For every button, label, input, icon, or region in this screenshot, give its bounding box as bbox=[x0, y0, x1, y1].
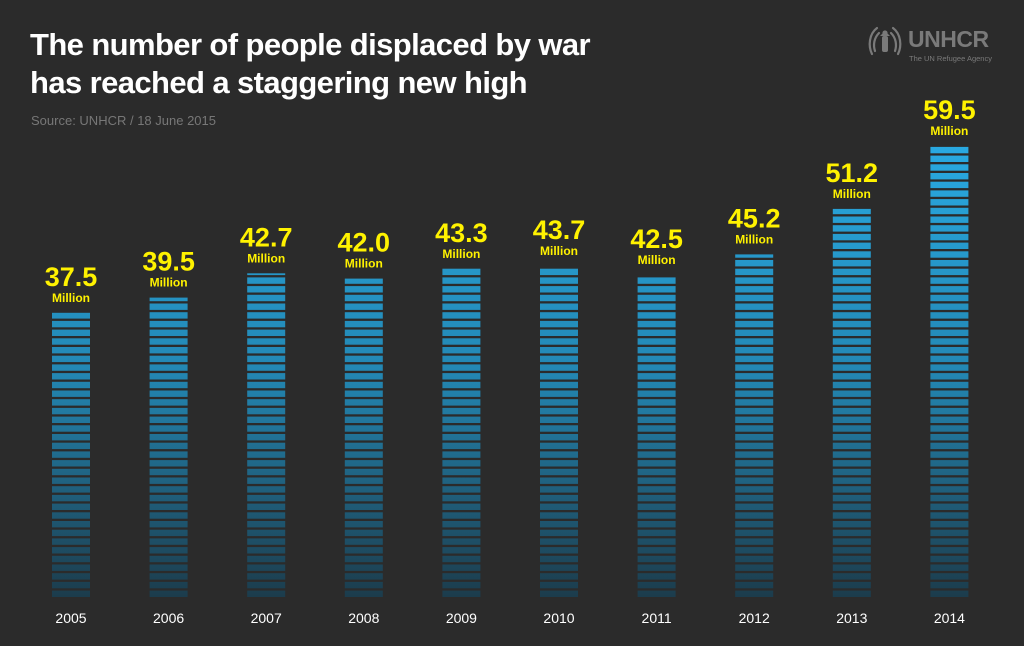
bar-2012 bbox=[735, 254, 774, 597]
unhcr-logo: UNHCR The UN Refugee Agency bbox=[866, 24, 1016, 64]
bar-2013 bbox=[832, 208, 871, 597]
x-tick-2011: 2011 bbox=[642, 610, 672, 626]
x-tick-2009: 2009 bbox=[446, 610, 477, 626]
x-tick-2007: 2007 bbox=[251, 610, 282, 626]
unit-label-2014: Million bbox=[930, 124, 968, 138]
bar-2009 bbox=[442, 268, 481, 597]
x-tick-2006: 2006 bbox=[153, 610, 184, 626]
title-line-1: The number of people displaced by war bbox=[30, 27, 591, 62]
unit-label-2009: Million bbox=[442, 247, 480, 261]
chart-title: The number of people displaced by war ha… bbox=[30, 26, 591, 102]
x-tick-2008: 2008 bbox=[348, 610, 379, 626]
unit-label-2006: Million bbox=[150, 276, 188, 290]
bar-2005 bbox=[52, 312, 90, 597]
x-tick-2012: 2012 bbox=[739, 610, 770, 626]
bar-2007 bbox=[247, 273, 286, 597]
unit-label-2011: Million bbox=[638, 253, 676, 267]
unit-label-2008: Million bbox=[345, 257, 383, 271]
bar-2008 bbox=[344, 278, 383, 597]
value-label-2009: 43.3 bbox=[435, 218, 488, 248]
bar-2006 bbox=[149, 297, 188, 597]
bar-2010 bbox=[540, 268, 578, 597]
x-tick-2005: 2005 bbox=[55, 610, 86, 626]
value-label-2011: 42.5 bbox=[630, 224, 683, 254]
value-label-2005: 37.5 bbox=[45, 262, 98, 292]
value-label-2012: 45.2 bbox=[728, 203, 781, 233]
source-note: Source: UNHCR / 18 June 2015 bbox=[31, 113, 216, 128]
unit-label-2013: Million bbox=[833, 187, 871, 201]
value-label-2007: 42.7 bbox=[240, 222, 293, 252]
value-label-2014: 59.5 bbox=[923, 95, 976, 125]
title-line-2: has reached a staggering new high bbox=[30, 65, 528, 100]
x-tick-2013: 2013 bbox=[836, 610, 867, 626]
logo-name: UNHCR bbox=[908, 26, 989, 52]
unhcr-emblem-icon bbox=[868, 26, 902, 56]
unit-label-2007: Million bbox=[247, 251, 285, 265]
unit-label-2010: Million bbox=[540, 244, 578, 258]
value-label-2006: 39.5 bbox=[142, 247, 195, 277]
unit-label-2012: Million bbox=[735, 232, 773, 246]
value-label-2013: 51.2 bbox=[826, 158, 879, 188]
x-tick-2010: 2010 bbox=[543, 610, 574, 626]
bar-2014 bbox=[930, 146, 969, 597]
value-label-2010: 43.7 bbox=[533, 215, 586, 245]
logo-tagline: The UN Refugee Agency bbox=[909, 54, 992, 63]
unit-label-2005: Million bbox=[52, 291, 90, 305]
x-tick-2014: 2014 bbox=[934, 610, 965, 626]
bar-2011 bbox=[637, 277, 676, 597]
value-label-2008: 42.0 bbox=[338, 228, 391, 258]
